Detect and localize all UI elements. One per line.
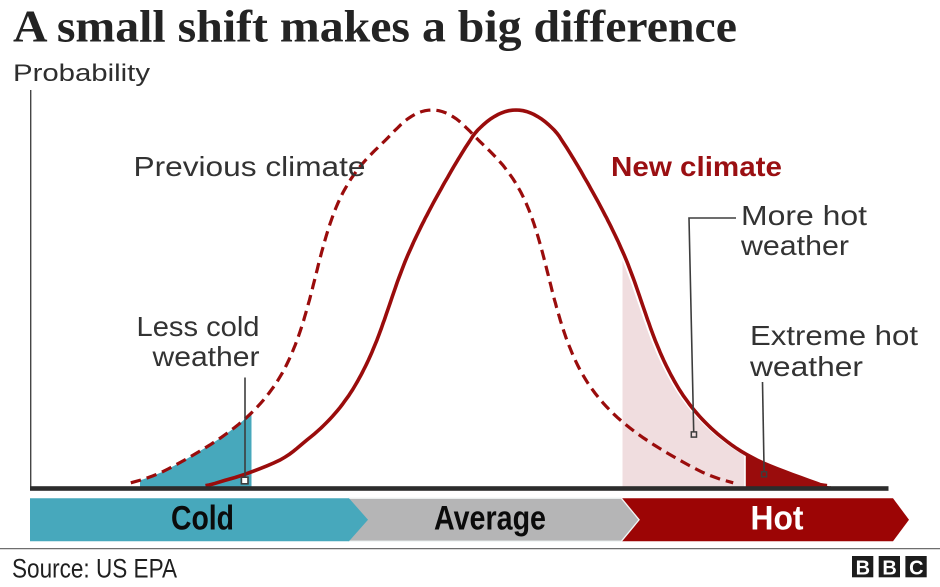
svg-text:More hot: More hot xyxy=(741,200,867,231)
svg-text:Extreme hot: Extreme hot xyxy=(750,320,918,351)
svg-text:Source: US EPA: Source: US EPA xyxy=(12,554,177,584)
svg-text:weather: weather xyxy=(740,230,849,261)
svg-text:Less cold: Less cold xyxy=(137,311,260,342)
svg-text:New climate: New climate xyxy=(611,151,782,182)
svg-text:C: C xyxy=(909,557,923,579)
svg-text:A small shift makes a big diff: A small shift makes a big difference xyxy=(13,1,737,52)
svg-text:B: B xyxy=(856,557,870,579)
svg-text:weather: weather xyxy=(749,351,863,382)
svg-text:Cold: Cold xyxy=(171,500,234,538)
svg-text:B: B xyxy=(882,557,896,579)
svg-text:Previous climate: Previous climate xyxy=(134,151,366,182)
svg-text:Probability: Probability xyxy=(13,60,150,87)
svg-text:Hot: Hot xyxy=(751,500,804,538)
svg-text:Average: Average xyxy=(434,500,546,538)
svg-text:weather: weather xyxy=(151,341,259,372)
